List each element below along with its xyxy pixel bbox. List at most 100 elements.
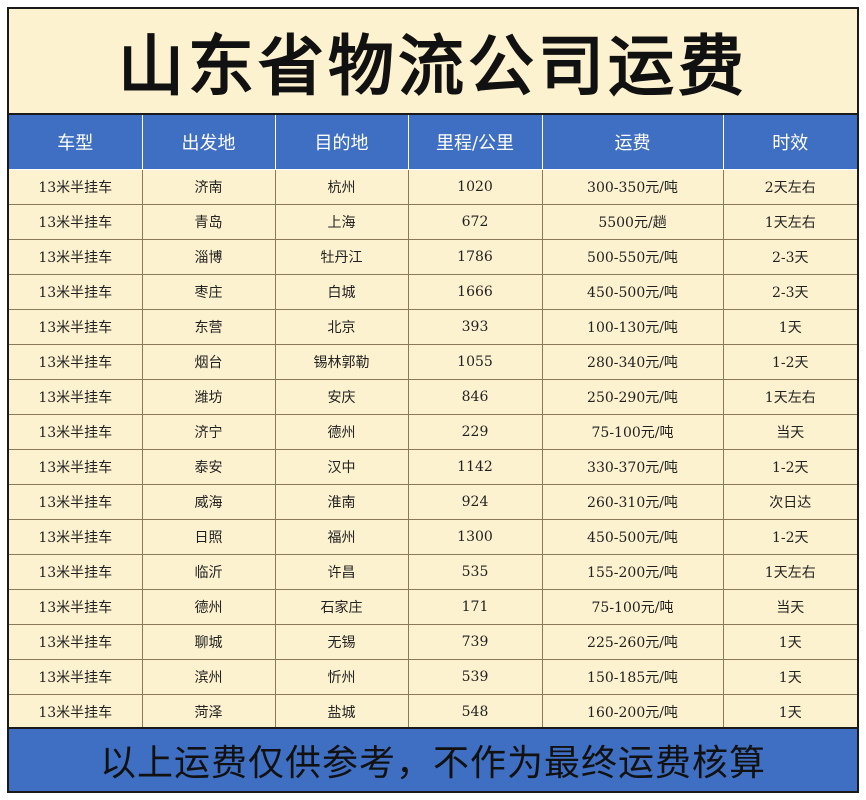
cell-destination: 杭州 <box>274 169 409 205</box>
cell-vehicle: 13米半挂车 <box>9 624 143 660</box>
cell-destination: 安庆 <box>274 379 409 415</box>
cell-duration: 1天 <box>722 309 857 345</box>
cell-distance: 1020 <box>407 169 543 205</box>
cell-vehicle: 13米半挂车 <box>9 449 143 485</box>
table-row: 13米半挂车 滨州 忻州 539 150-185元/吨 1天 <box>9 659 857 695</box>
cell-origin: 东营 <box>141 309 276 345</box>
cell-origin: 德州 <box>141 589 276 625</box>
header-row: 车型 出发地 目的地 里程/公里 运费 时效 <box>9 115 857 170</box>
cell-origin: 威海 <box>141 484 276 520</box>
table-row: 13米半挂车 德州 石家庄 171 75-100元/吨 当天 <box>9 589 857 625</box>
table-row: 13米半挂车 泰安 汉中 1142 330-370元/吨 1-2天 <box>9 449 857 485</box>
cell-vehicle: 13米半挂车 <box>9 344 143 380</box>
page-title: 山东省物流公司运费 <box>118 28 748 105</box>
cell-origin: 潍坊 <box>141 379 276 415</box>
cell-origin: 济宁 <box>141 414 276 450</box>
table-row: 13米半挂车 威海 淮南 924 260-310元/吨 次日达 <box>9 484 857 520</box>
cell-distance: 1300 <box>407 519 543 555</box>
cell-origin: 临沂 <box>141 554 276 590</box>
table-row: 13米半挂车 菏泽 盐城 548 160-200元/吨 1天 <box>9 694 857 730</box>
table-row: 13米半挂车 聊城 无锡 739 225-260元/吨 1天 <box>9 624 857 660</box>
cell-duration: 1天 <box>722 624 857 660</box>
cell-freight: 280-340元/吨 <box>541 344 724 380</box>
cell-distance: 535 <box>407 554 543 590</box>
cell-distance: 1142 <box>407 449 543 485</box>
cell-destination: 牡丹江 <box>274 239 409 275</box>
table-row: 13米半挂车 潍坊 安庆 846 250-290元/吨 1天左右 <box>9 379 857 415</box>
column-header-freight: 运费 <box>541 115 724 170</box>
cell-duration: 1天左右 <box>722 554 857 590</box>
cell-origin: 青岛 <box>141 204 276 240</box>
cell-duration: 1天 <box>722 694 857 730</box>
cell-duration: 1天左右 <box>722 379 857 415</box>
cell-freight: 300-350元/吨 <box>541 169 724 205</box>
cell-distance: 393 <box>407 309 543 345</box>
table-row: 13米半挂车 日照 福州 1300 450-500元/吨 1-2天 <box>9 519 857 555</box>
cell-vehicle: 13米半挂车 <box>9 379 143 415</box>
cell-freight: 150-185元/吨 <box>541 659 724 695</box>
footer-bar: 以上运费仅供参考，不作为最终运费核算 <box>9 727 857 791</box>
table-row: 13米半挂车 枣庄 白城 1666 450-500元/吨 2-3天 <box>9 274 857 310</box>
cell-duration: 当天 <box>722 414 857 450</box>
cell-destination: 石家庄 <box>274 589 409 625</box>
cell-destination: 北京 <box>274 309 409 345</box>
cell-freight: 160-200元/吨 <box>541 694 724 730</box>
cell-distance: 171 <box>407 589 543 625</box>
table-row: 13米半挂车 烟台 锡林郭勒 1055 280-340元/吨 1-2天 <box>9 344 857 380</box>
cell-distance: 739 <box>407 624 543 660</box>
cell-vehicle: 13米半挂车 <box>9 169 143 205</box>
cell-vehicle: 13米半挂车 <box>9 519 143 555</box>
cell-vehicle: 13米半挂车 <box>9 414 143 450</box>
cell-duration: 1-2天 <box>722 344 857 380</box>
column-header-destination: 目的地 <box>274 115 409 170</box>
cell-duration: 2天左右 <box>722 169 857 205</box>
cell-origin: 滨州 <box>141 659 276 695</box>
cell-freight: 75-100元/吨 <box>541 589 724 625</box>
cell-distance: 1055 <box>407 344 543 380</box>
cell-origin: 济南 <box>141 169 276 205</box>
cell-destination: 上海 <box>274 204 409 240</box>
title-bar: 山东省物流公司运费 <box>9 9 857 115</box>
cell-destination: 许昌 <box>274 554 409 590</box>
cell-vehicle: 13米半挂车 <box>9 589 143 625</box>
cell-destination: 锡林郭勒 <box>274 344 409 380</box>
table-row: 13米半挂车 济宁 德州 229 75-100元/吨 当天 <box>9 414 857 450</box>
cell-destination: 盐城 <box>274 694 409 730</box>
cell-destination: 淮南 <box>274 484 409 520</box>
table-row: 13米半挂车 东营 北京 393 100-130元/吨 1天 <box>9 309 857 345</box>
cell-destination: 白城 <box>274 274 409 310</box>
cell-duration: 1天左右 <box>722 204 857 240</box>
cell-vehicle: 13米半挂车 <box>9 694 143 730</box>
table-row: 13米半挂车 青岛 上海 672 5500元/趟 1天左右 <box>9 204 857 240</box>
cell-destination: 无锡 <box>274 624 409 660</box>
cell-origin: 菏泽 <box>141 694 276 730</box>
cell-freight: 75-100元/吨 <box>541 414 724 450</box>
cell-duration: 1-2天 <box>722 519 857 555</box>
freight-sheet: 山东省物流公司运费 车型 出发地 目的地 里程/公里 运费 时效 13米半挂车济… <box>7 7 859 793</box>
cell-distance: 1666 <box>407 274 543 310</box>
cell-vehicle: 13米半挂车 <box>9 659 143 695</box>
column-header-duration: 时效 <box>722 115 857 170</box>
cell-freight: 330-370元/吨 <box>541 449 724 485</box>
footer-note: 以上运费仅供参考，不作为最终运费核算 <box>99 743 766 784</box>
cell-origin: 泰安 <box>141 449 276 485</box>
cell-vehicle: 13米半挂车 <box>9 484 143 520</box>
table-row: 13米半挂车 临沂 许昌 535 155-200元/吨 1天左右 <box>9 554 857 590</box>
table-body: 13米半挂车 济南 杭州 1020 300-350元/吨 2天左右 13米半挂车 青岛 上海 67… <box>9 169 857 730</box>
cell-duration: 次日达 <box>722 484 857 520</box>
cell-distance: 1786 <box>407 239 543 275</box>
cell-origin: 枣庄 <box>141 274 276 310</box>
cell-freight: 225-260元/吨 <box>541 624 724 660</box>
cell-destination: 德州 <box>274 414 409 450</box>
cell-destination: 忻州 <box>274 659 409 695</box>
cell-duration: 2-3天 <box>722 274 857 310</box>
cell-vehicle: 13米半挂车 <box>9 204 143 240</box>
cell-freight: 450-500元/吨 <box>541 519 724 555</box>
cell-vehicle: 13米半挂车 <box>9 309 143 345</box>
cell-distance: 846 <box>407 379 543 415</box>
cell-duration: 1天 <box>722 659 857 695</box>
cell-freight: 450-500元/吨 <box>541 274 724 310</box>
cell-duration: 2-3天 <box>722 239 857 275</box>
column-header-vehicle: 车型 <box>9 115 143 170</box>
table-row: 13米半挂车 济南 杭州 1020 300-350元/吨 2天左右 <box>9 169 857 205</box>
